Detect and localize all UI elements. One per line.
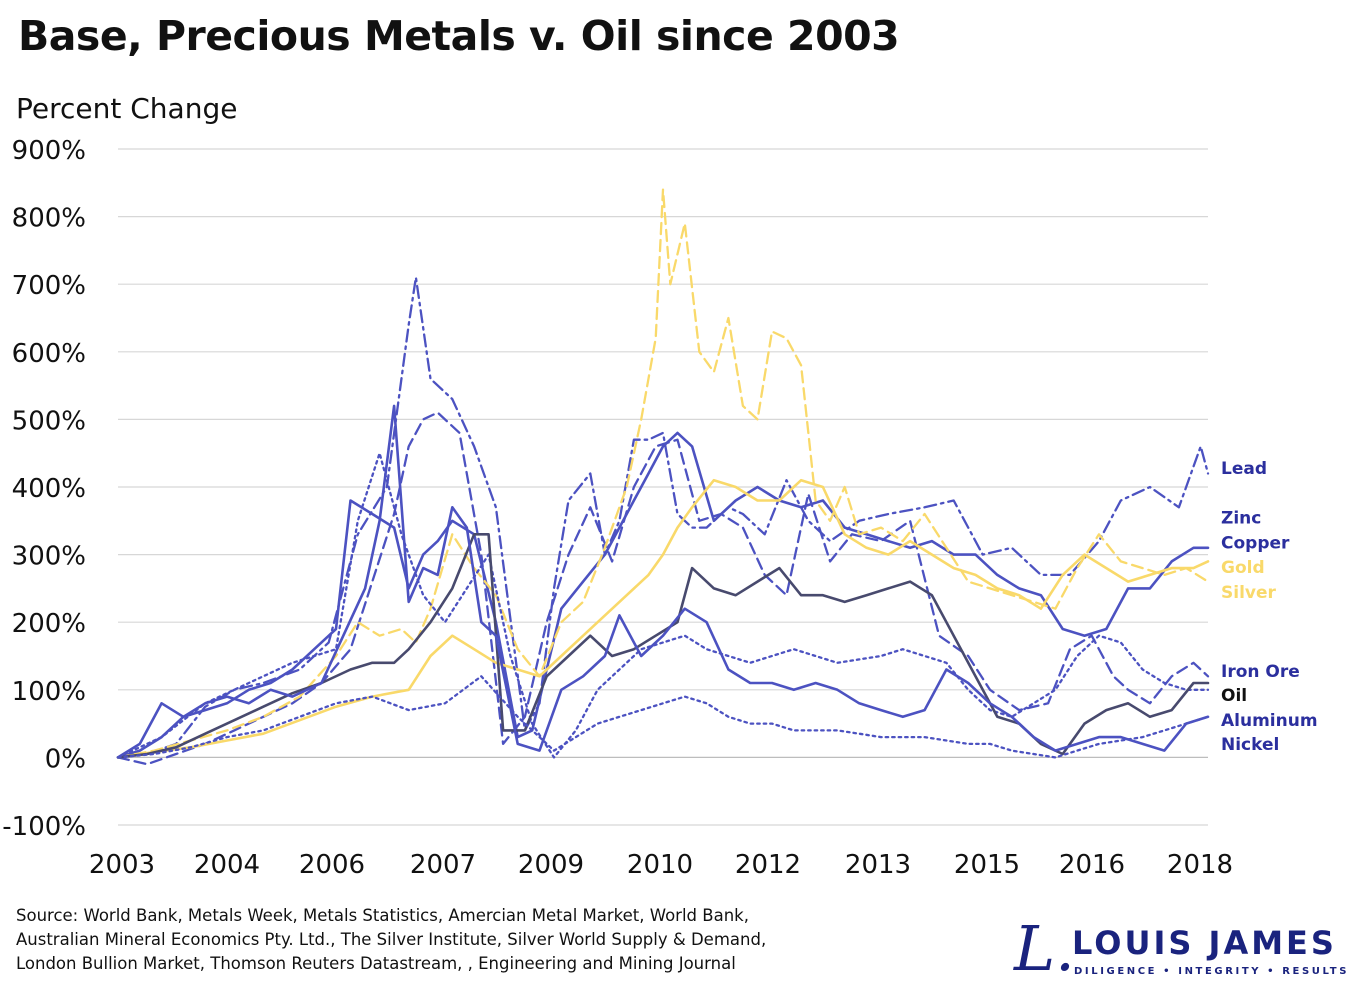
y-tick-label: 0% bbox=[45, 744, 86, 774]
x-tick-label: 2007 bbox=[410, 850, 476, 880]
series-line-aluminum bbox=[116, 404, 1210, 759]
y-tick-label: 400% bbox=[12, 474, 86, 504]
end-label-oil: Oil bbox=[1221, 686, 1247, 706]
x-tick-label: 2006 bbox=[299, 850, 365, 880]
x-tick-label: 2004 bbox=[194, 850, 260, 880]
end-label-nickel: Nickel bbox=[1221, 735, 1279, 755]
x-tick-label: 2018 bbox=[1167, 850, 1233, 880]
end-label-iron-ore: Iron Ore bbox=[1221, 662, 1300, 682]
logo-name: LOUIS JAMES bbox=[1072, 924, 1337, 962]
y-tick-label: 700% bbox=[12, 271, 86, 301]
x-tick-label: 2012 bbox=[735, 850, 801, 880]
end-label-aluminum: Aluminum bbox=[1221, 711, 1318, 731]
x-tick-label: 2009 bbox=[518, 850, 584, 880]
y-tick-label: 600% bbox=[12, 339, 86, 369]
x-tick-labels: 2003 2004 2006 2007 2009 2010 2012 2013 2015 2016… bbox=[89, 850, 1233, 880]
series-line-nickel bbox=[116, 675, 1210, 759]
source-line-2: Australian Mineral Economics Pty. Ltd., … bbox=[16, 930, 767, 949]
logo-mark: L. bbox=[1014, 912, 1075, 985]
y-axis-label: Percent Change bbox=[16, 92, 238, 125]
source-note: Source: World Bank, Metals Week, Metals … bbox=[16, 904, 896, 976]
y-tick-label: 900% bbox=[12, 136, 86, 166]
y-tick-label: 500% bbox=[12, 406, 86, 436]
y-tick-label: -100% bbox=[2, 812, 86, 842]
louis-james-logo: L. LOUIS JAMES DILIGENCE • INTEGRITY • R… bbox=[1010, 912, 1355, 986]
end-label-silver: Silver bbox=[1221, 583, 1277, 603]
end-label-zinc: Zinc bbox=[1221, 508, 1261, 528]
line-chart: -100% 0% 100% 200% 300% 400% 500% 600% 700% 800% 9… bbox=[2, 136, 1318, 880]
end-label-lead: Lead bbox=[1221, 459, 1267, 479]
y-tick-label: 300% bbox=[12, 542, 86, 572]
x-tick-label: 2013 bbox=[845, 850, 911, 880]
series-line-iron-ore bbox=[116, 452, 1210, 759]
source-line-1: Source: World Bank, Metals Week, Metals … bbox=[16, 906, 749, 925]
y-tick-label: 100% bbox=[12, 677, 86, 707]
series-line-gold bbox=[116, 478, 1210, 759]
gridlines bbox=[118, 148, 1208, 826]
series-line-silver bbox=[116, 188, 1210, 759]
x-tick-label: 2003 bbox=[89, 850, 155, 880]
series-line-lead bbox=[116, 276, 1210, 759]
y-tick-labels: -100% 0% 100% 200% 300% 400% 500% 600% 700% 800% 9… bbox=[2, 136, 86, 842]
series-line-copper bbox=[116, 431, 1210, 759]
series-end-labels: Lead Zinc Copper Gold Silver Iron Ore Oil Alumi… bbox=[1221, 459, 1318, 755]
x-tick-label: 2015 bbox=[954, 850, 1020, 880]
y-tick-label: 200% bbox=[12, 609, 86, 639]
series-line-oil bbox=[116, 532, 1210, 759]
end-label-copper: Copper bbox=[1221, 533, 1290, 553]
y-tick-label: 800% bbox=[12, 204, 86, 234]
series-lines bbox=[116, 188, 1210, 766]
chart-title: Base, Precious Metals v. Oil since 2003 bbox=[18, 12, 900, 60]
end-label-gold: Gold bbox=[1221, 558, 1265, 578]
series-line-zinc bbox=[116, 411, 1210, 766]
x-tick-label: 2016 bbox=[1059, 850, 1125, 880]
logo-tagline: DILIGENCE • INTEGRITY • RESULTS bbox=[1074, 966, 1350, 977]
x-tick-label: 2010 bbox=[627, 850, 693, 880]
source-line-3: London Bullion Market, Thomson Reuters D… bbox=[16, 954, 736, 973]
